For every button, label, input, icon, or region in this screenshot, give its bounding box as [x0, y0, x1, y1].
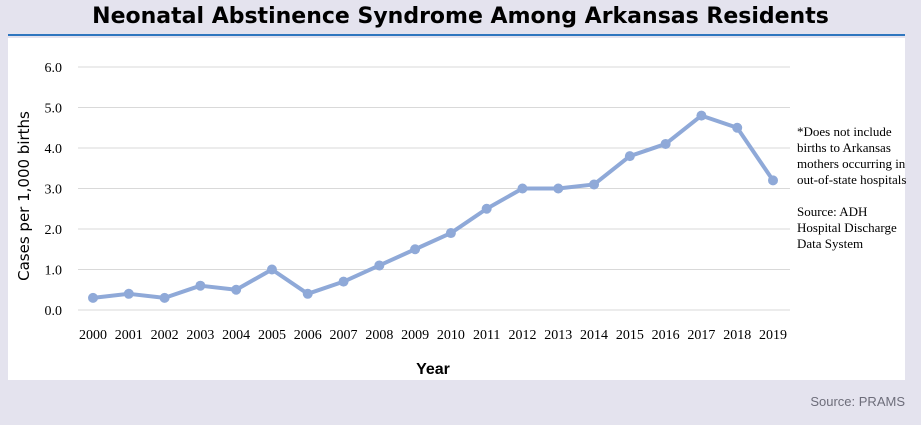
data-point	[768, 175, 778, 186]
data-point	[410, 244, 421, 255]
x-tick-label: 2007	[330, 328, 358, 343]
series-line	[91, 113, 775, 300]
data-point	[231, 284, 242, 295]
title-underline	[8, 34, 905, 36]
x-tick-label: 2000	[79, 328, 107, 343]
data-point	[517, 183, 528, 194]
x-tick-label: 2009	[401, 328, 429, 343]
data-point	[696, 110, 707, 121]
data-point	[338, 276, 349, 287]
x-tick-label: 2001	[115, 328, 143, 343]
x-tick-label: 2006	[294, 328, 322, 343]
y-tick-label: 2.0	[45, 223, 63, 238]
y-tick-label: 6.0	[45, 61, 63, 76]
x-tick-label: 2011	[473, 328, 500, 343]
x-tick-label: 2013	[544, 328, 572, 343]
x-tick-label: 2002	[151, 328, 179, 343]
data-point	[553, 183, 564, 194]
data-point	[123, 288, 134, 299]
chart-notes: *Does not include births to Arkansas mot…	[797, 124, 909, 268]
y-tick-labels: 0.0 1.0 2.0 3.0 4.0 5.0 6.0	[45, 61, 63, 319]
data-points	[88, 110, 778, 303]
y-tick-label: 5.0	[45, 102, 63, 117]
gridlines	[78, 66, 790, 311]
x-tick-label: 2017	[687, 328, 715, 343]
data-point	[589, 179, 600, 190]
data-point	[88, 292, 98, 303]
y-tick-label: 0.0	[45, 304, 63, 319]
data-point	[195, 280, 206, 291]
footer-source: Source: PRAMS	[810, 394, 905, 409]
data-point	[445, 228, 456, 239]
series-line-layer	[91, 113, 775, 300]
x-tick-label: 2015	[616, 328, 644, 343]
exclusion-note: *Does not include births to Arkansas mot…	[797, 124, 907, 187]
x-tick-labels: 2000 2001 2002 2003 2004 2005 2006 2007 2008 2009…	[79, 328, 787, 343]
data-point	[266, 264, 277, 275]
chart-panel	[8, 38, 905, 380]
x-tick-label: 2019	[759, 328, 787, 343]
data-point	[660, 138, 671, 149]
x-tick-label: 2010	[437, 328, 465, 343]
chart-title: Neonatal Abstinence Syndrome Among Arkan…	[92, 4, 829, 29]
data-point	[624, 151, 635, 162]
x-tick-label: 2014	[580, 328, 608, 343]
y-tick-label: 4.0	[45, 142, 63, 157]
x-tick-label: 2018	[723, 328, 751, 343]
y-tick-label: 1.0	[45, 264, 63, 279]
x-tick-label: 2004	[222, 328, 250, 343]
y-axis-title: Cases per 1,000 births	[15, 111, 33, 281]
data-point	[302, 288, 313, 299]
data-point	[732, 122, 743, 133]
data-point	[374, 260, 385, 271]
data-point	[481, 203, 492, 214]
x-axis-title: Year	[416, 361, 450, 378]
data-point	[159, 292, 170, 303]
x-tick-label: 2012	[508, 328, 536, 343]
y-tick-label: 3.0	[45, 183, 63, 198]
x-tick-label: 2005	[258, 328, 286, 343]
data-source-note: Source: ADH Hospital Discharge Data Syst…	[797, 204, 897, 251]
x-tick-label: 2008	[365, 328, 393, 343]
x-tick-label: 2016	[652, 328, 680, 343]
x-tick-label: 2003	[186, 328, 214, 343]
